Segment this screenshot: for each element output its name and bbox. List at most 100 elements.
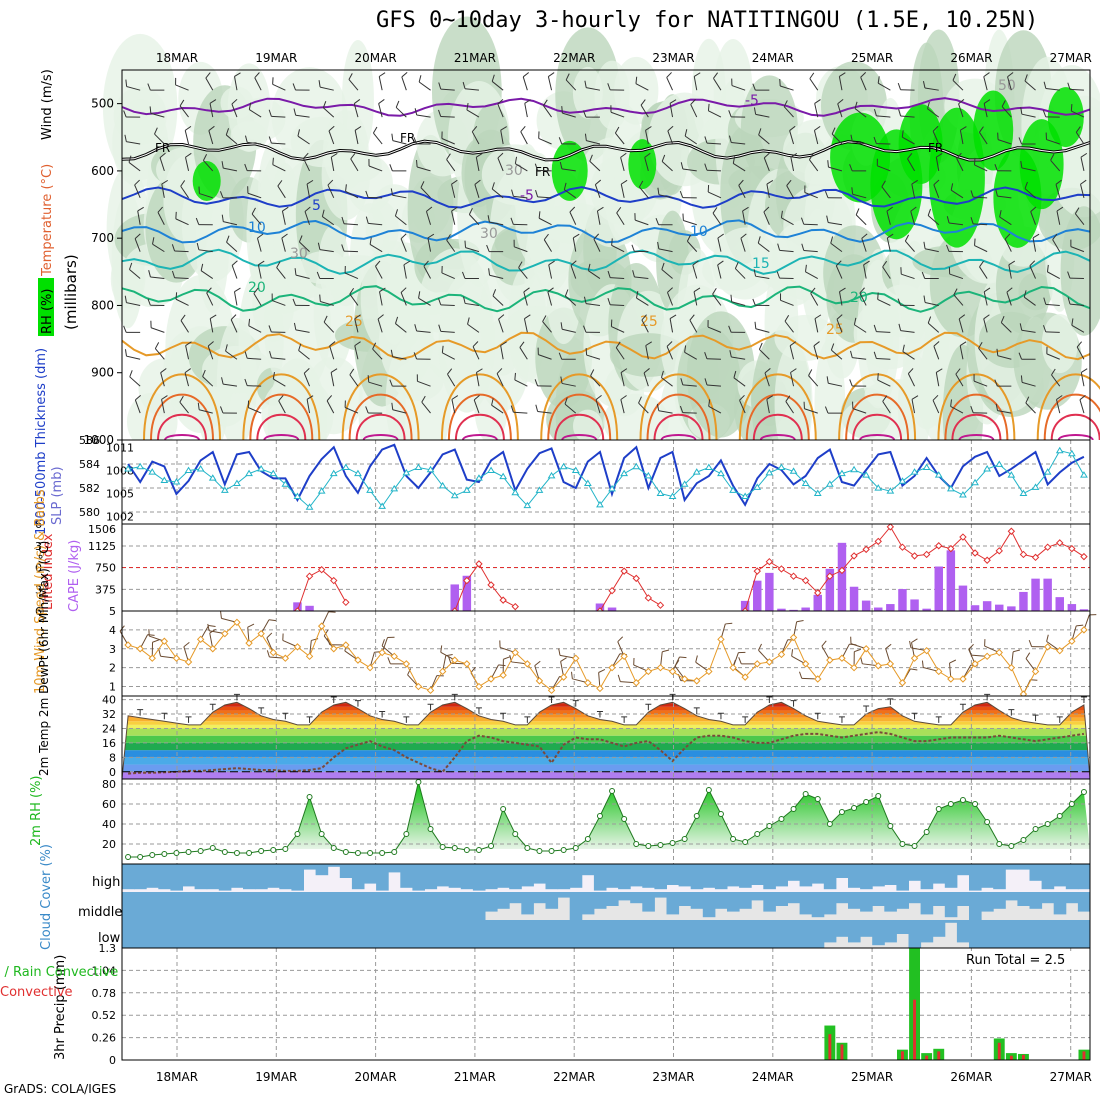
wind-tick: 4	[109, 624, 116, 637]
cloud-cell	[1078, 864, 1091, 889]
cloud-cell	[1066, 864, 1079, 889]
cloud-cell	[485, 864, 498, 889]
cloud-cell	[945, 920, 958, 923]
date-label-top: 21MAR	[454, 51, 496, 65]
cloud-cell	[304, 892, 317, 920]
cloud-cell	[400, 920, 413, 948]
cloud-cell	[183, 864, 196, 886]
wind-barb	[538, 170, 552, 171]
cloud-cell	[679, 864, 692, 886]
precip-conv-bar	[998, 1043, 1001, 1060]
rh-point	[489, 844, 494, 849]
cloud-cell	[388, 920, 401, 948]
wind-barb-flag	[515, 373, 516, 380]
cloud-cell	[739, 864, 752, 888]
contour-label: 20	[248, 280, 266, 296]
cloud-cell	[207, 864, 220, 889]
cape-bar	[850, 587, 858, 611]
cloud-cell	[558, 864, 571, 889]
cloud-cell	[255, 892, 268, 920]
cape-bar	[959, 586, 967, 611]
cloud-cell	[509, 920, 522, 948]
cloud-cell	[993, 920, 1006, 948]
rh-point	[803, 792, 808, 797]
rh-point	[162, 852, 167, 857]
cloud-cell	[884, 920, 897, 942]
cloud-cell	[630, 892, 643, 903]
cloud-cell	[751, 892, 764, 900]
cloud-cell	[352, 892, 365, 920]
cape-bar	[1019, 592, 1027, 611]
cloud-cell	[1030, 892, 1043, 909]
cloud-cell	[485, 892, 498, 912]
cape-bar	[305, 606, 313, 611]
rh-point	[368, 851, 373, 856]
wind-barb-flag	[828, 160, 829, 167]
cloud-cell	[195, 864, 208, 889]
cape-bar	[995, 605, 1003, 611]
contour-label: -5	[745, 93, 759, 109]
rh-point	[380, 851, 385, 856]
cloud-cell	[1005, 920, 1018, 948]
precip-conv-bar	[913, 1000, 916, 1060]
cape-bar	[1043, 579, 1051, 611]
wind-barb-flag	[465, 241, 466, 248]
precip-conv-bar	[901, 1051, 904, 1060]
rh-point	[501, 807, 506, 812]
cape-axis-label: CAPE (J/kg)	[67, 540, 82, 612]
wind-barb-flag	[417, 160, 418, 167]
cloud-cell	[461, 864, 474, 889]
cloud-cell	[751, 864, 764, 885]
cloud-cell	[654, 920, 667, 948]
rh-point	[1081, 790, 1086, 795]
temp-tick: 40	[102, 694, 116, 707]
cloud-cell	[594, 864, 607, 891]
date-label-bottom: 22MAR	[553, 1070, 595, 1084]
cloud-cell	[957, 864, 970, 875]
rh-point	[343, 850, 348, 855]
cape-bar	[608, 608, 616, 611]
rh-point	[948, 802, 953, 807]
cloud-cell	[352, 920, 365, 948]
wind-barb-flag	[368, 375, 369, 382]
temperature-axis-label: Temperature (°C)	[40, 164, 55, 277]
rh-point	[186, 850, 191, 855]
rh-point	[791, 807, 796, 812]
cape-bar	[1068, 604, 1076, 611]
wind10m-barb-flag	[679, 657, 686, 658]
cloud-cell	[860, 864, 873, 889]
cloud-cell	[158, 920, 171, 948]
rh-point	[743, 840, 748, 845]
cape-bar	[814, 595, 822, 611]
rh-point	[597, 814, 602, 819]
cloud-cell	[497, 864, 510, 888]
rh-point	[464, 848, 469, 853]
rh-point	[271, 848, 276, 853]
precip-conv-bar	[1022, 1055, 1025, 1060]
cape-bar	[838, 543, 846, 611]
cloud-cell	[642, 920, 655, 948]
cloud-cell	[533, 920, 546, 948]
cloud-cell	[981, 892, 994, 912]
cape-bar	[1031, 579, 1039, 611]
precip-conv-label: Convective	[0, 985, 73, 1000]
precip-conv-bar	[937, 1051, 940, 1060]
cloud-cell	[1054, 920, 1067, 948]
cloud-cell	[654, 864, 667, 889]
cloud-cell	[134, 892, 147, 920]
rh-point	[561, 848, 566, 853]
rh-point	[936, 807, 941, 812]
fr-label: FR	[928, 141, 943, 155]
rh-point	[234, 851, 239, 856]
cloud-cell	[400, 892, 413, 920]
cloud-cell	[860, 920, 873, 937]
cloud-cell	[376, 892, 389, 920]
rh-point	[1021, 838, 1026, 843]
cloud-cell	[231, 892, 244, 920]
cloud-cell	[219, 864, 232, 891]
rh-point	[779, 817, 784, 822]
rh-point	[997, 842, 1002, 847]
